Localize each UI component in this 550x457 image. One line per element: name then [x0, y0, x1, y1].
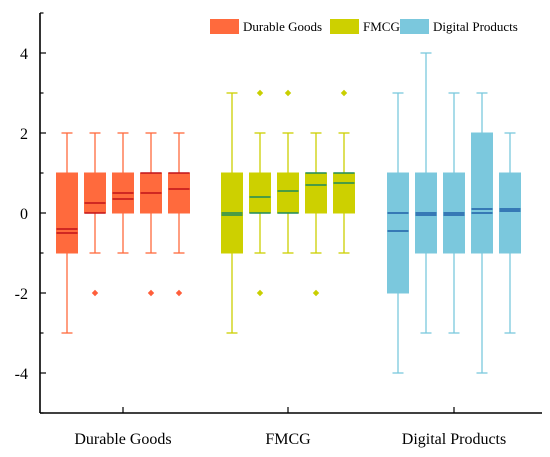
x-category-label: Durable Goods — [74, 431, 171, 448]
box-group-digital-products — [387, 52, 521, 374]
y-tick-label: -4 — [15, 366, 28, 383]
box — [443, 92, 465, 334]
box — [305, 132, 327, 297]
box-body — [84, 172, 106, 214]
box — [221, 92, 243, 334]
y-tick-label: -2 — [15, 286, 28, 303]
y-axis: -4 -2 0 2 4 — [15, 12, 46, 414]
outlier-point — [256, 89, 264, 97]
box — [499, 132, 521, 334]
outlier-point — [340, 89, 348, 97]
y-tick-label: 0 — [20, 206, 28, 223]
outlier-point — [312, 289, 320, 297]
box-body — [499, 172, 521, 254]
outlier-point — [91, 289, 99, 297]
box — [168, 132, 190, 297]
box-group-fmcg — [221, 89, 355, 334]
outlier-point — [175, 289, 183, 297]
box — [333, 89, 355, 254]
box-body — [471, 132, 493, 254]
box — [140, 132, 162, 297]
box — [84, 132, 106, 297]
box — [387, 92, 409, 374]
legend-swatch — [330, 19, 359, 34]
box — [112, 132, 134, 254]
box-body — [249, 172, 271, 214]
x-axis: Durable Goods FMCG Digital Products — [74, 407, 506, 448]
legend-item: FMCG — [330, 19, 400, 34]
box-body — [56, 172, 78, 254]
legend-item: Digital Products — [400, 19, 518, 34]
legend-swatch — [210, 19, 239, 34]
legend-label: FMCG — [363, 19, 400, 34]
box-groups — [56, 52, 521, 374]
legend: Durable Goods FMCG Digital Products — [210, 19, 518, 34]
x-category-label: Digital Products — [402, 431, 506, 448]
box-body — [168, 172, 190, 214]
y-tick-label: 4 — [20, 46, 28, 63]
box-body — [333, 172, 355, 214]
box — [56, 132, 78, 334]
y-tick-label: 2 — [20, 126, 28, 143]
outlier-point — [256, 289, 264, 297]
box-body — [277, 172, 299, 214]
legend-swatch — [400, 19, 429, 34]
outlier-point — [147, 289, 155, 297]
box — [415, 52, 437, 334]
box — [277, 89, 299, 254]
legend-label: Durable Goods — [243, 19, 322, 34]
box-body — [387, 172, 409, 294]
legend-item: Durable Goods — [210, 19, 322, 34]
box-body — [305, 172, 327, 214]
legend-label: Digital Products — [433, 19, 518, 34]
box-group-durable-goods — [56, 132, 190, 334]
x-category-label: FMCG — [265, 431, 311, 448]
box — [471, 92, 493, 374]
outlier-point — [284, 89, 292, 97]
box — [249, 89, 271, 297]
